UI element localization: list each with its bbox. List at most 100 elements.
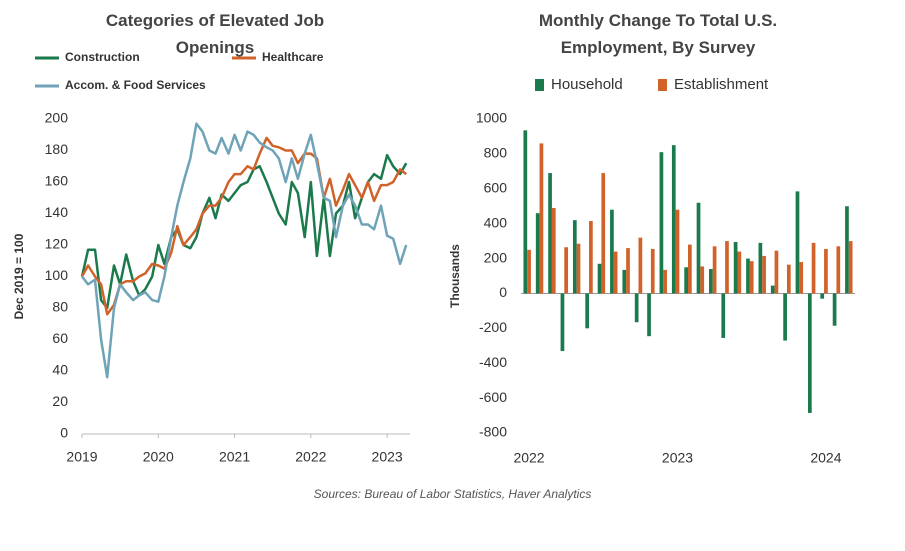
- bar: [737, 251, 742, 294]
- y-tick-label: 800: [484, 145, 508, 161]
- bar: [659, 152, 664, 294]
- chart-title: Categories of Elevated Job Openings: [105, 11, 325, 57]
- bar: [725, 241, 729, 294]
- x-tick-label: 2023: [662, 450, 693, 466]
- y-tick-label: -800: [479, 424, 507, 440]
- bar: [795, 191, 800, 294]
- y-tick-label: 0: [60, 425, 68, 441]
- y-tick-label: 600: [484, 179, 508, 195]
- bar: [832, 293, 837, 326]
- y-tick-label: 140: [45, 204, 69, 220]
- y-tick-label: 100: [45, 267, 69, 283]
- legend-label: Accom. & Food Services: [65, 78, 206, 92]
- bar: [836, 246, 841, 294]
- y-tick-label: 80: [52, 299, 68, 315]
- bar: [696, 202, 701, 294]
- bar: [663, 269, 667, 294]
- x-tick-label: 2023: [372, 449, 403, 465]
- bar: [746, 258, 750, 294]
- bar: [601, 173, 606, 294]
- y-tick-label: -200: [479, 319, 507, 335]
- bar: [622, 269, 627, 294]
- bar: [597, 263, 602, 294]
- bar: [671, 145, 676, 294]
- x-tick-label: 2024: [810, 450, 841, 466]
- bar: [634, 293, 639, 323]
- bar: [749, 261, 754, 294]
- y-tick-label: 120: [45, 236, 69, 252]
- line-series: [80, 136, 407, 316]
- bar: [774, 250, 779, 294]
- y-tick-label: 180: [45, 141, 69, 157]
- x-tick-label: 2019: [66, 449, 97, 465]
- line-series: [81, 122, 408, 379]
- bar: [564, 247, 569, 294]
- y-tick-label: 1000: [476, 110, 507, 126]
- bar: [589, 221, 593, 294]
- y-tick-label: 400: [484, 214, 508, 230]
- legend-label: Construction: [65, 50, 140, 64]
- y-tick-label: -600: [479, 389, 507, 405]
- bar: [675, 209, 680, 294]
- y-tick-label: 40: [52, 362, 68, 378]
- bar: [848, 241, 853, 294]
- bar: [700, 266, 705, 294]
- bar: [733, 241, 738, 294]
- bar: [647, 293, 651, 337]
- bar: [845, 206, 849, 294]
- bar: [820, 293, 825, 299]
- bar: [610, 209, 614, 294]
- bar: [709, 269, 713, 294]
- bar: [527, 249, 531, 294]
- y-tick-label: 160: [45, 173, 69, 189]
- y-axis-label: Thousands: [448, 244, 462, 308]
- legend-label: Healthcare: [262, 50, 324, 64]
- y-tick-label: 200: [45, 110, 69, 126]
- bar: [762, 255, 766, 294]
- bar: [712, 246, 717, 294]
- y-tick-label: 20: [52, 393, 68, 409]
- bar: [539, 143, 544, 294]
- bar: [585, 293, 590, 329]
- bar: [770, 285, 775, 294]
- legend-label: Establishment: [674, 76, 769, 93]
- y-tick-label: 60: [52, 330, 68, 346]
- bar: [548, 173, 552, 294]
- bar: [638, 237, 643, 294]
- legend-label: Household: [551, 76, 623, 93]
- source-note: Sources: Bureau of Labor Statistics, Hav…: [313, 487, 592, 501]
- x-tick-label: 2022: [295, 449, 326, 465]
- bar: [523, 130, 528, 294]
- x-tick-label: 2020: [143, 449, 174, 465]
- line-series: [80, 153, 408, 310]
- legend-swatch: [535, 79, 544, 91]
- bar: [811, 242, 816, 294]
- bar: [799, 262, 804, 294]
- bar: [786, 264, 791, 294]
- x-tick-label: 2021: [219, 449, 250, 465]
- y-axis-label: Dec 2019 = 100: [12, 233, 26, 319]
- bar: [684, 267, 688, 294]
- chart-title: Monthly Change To Total U.S. Employment,…: [538, 11, 778, 57]
- legend-swatch: [658, 79, 667, 91]
- bar: [572, 220, 577, 294]
- bar: [807, 293, 812, 413]
- bar: [576, 243, 581, 294]
- bar: [650, 248, 655, 294]
- bar: [551, 207, 556, 294]
- bar: [535, 213, 540, 294]
- bar: [824, 248, 828, 294]
- bar: [613, 251, 618, 294]
- x-tick-label: 2022: [513, 450, 544, 466]
- bar: [626, 248, 630, 294]
- bar: [721, 293, 726, 338]
- y-tick-label: 200: [484, 249, 508, 265]
- bar: [560, 293, 565, 352]
- bar: [783, 293, 787, 341]
- bar: [688, 244, 692, 294]
- y-tick-label: -400: [479, 354, 507, 370]
- y-tick-label: 0: [499, 284, 507, 300]
- bar: [758, 242, 763, 294]
